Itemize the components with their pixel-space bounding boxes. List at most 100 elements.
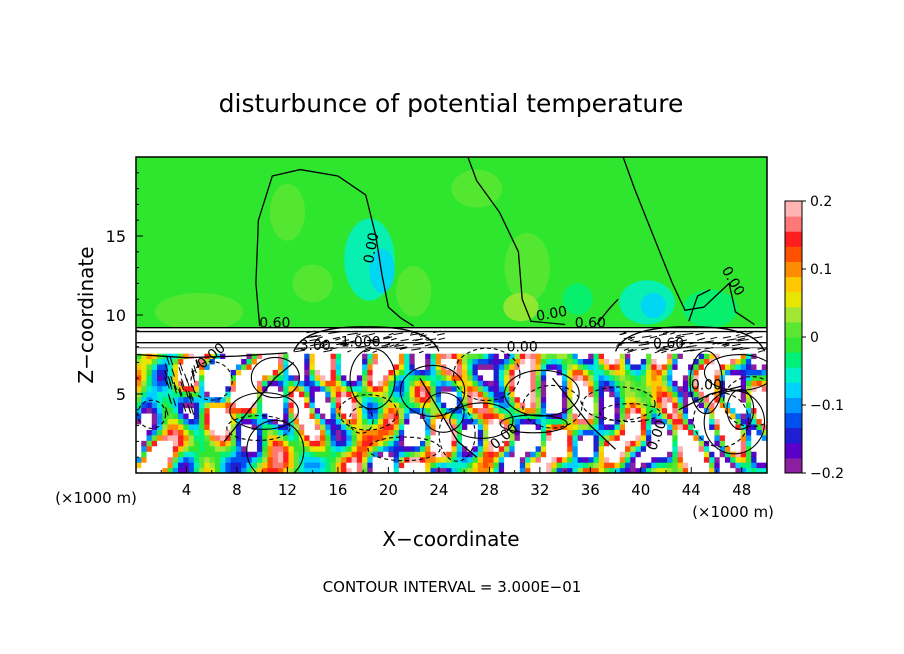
field-cell — [730, 358, 737, 365]
field-cell — [209, 380, 216, 387]
field-cell — [351, 451, 358, 458]
field-cell — [314, 467, 321, 473]
field-cell — [393, 374, 400, 381]
field-cell — [225, 445, 232, 452]
field-cell — [262, 451, 269, 458]
field-cell — [640, 358, 647, 365]
field-cell — [735, 440, 742, 447]
field-cell — [304, 456, 311, 463]
field-cell — [325, 385, 332, 392]
contour-label: 0.00 — [691, 377, 722, 393]
field-cell — [393, 363, 400, 370]
field-cell — [630, 451, 637, 458]
field-cell — [409, 380, 416, 387]
field-cell — [745, 456, 752, 463]
field-cell — [220, 385, 226, 392]
field-cell — [614, 358, 621, 365]
field-cell — [188, 434, 195, 441]
field-cell — [456, 352, 463, 359]
cluster-stroke — [641, 335, 652, 338]
field-cell — [661, 462, 668, 469]
field-cell — [346, 407, 353, 414]
field-cell — [225, 440, 232, 447]
field-cell — [588, 369, 595, 376]
field-cell — [719, 434, 726, 441]
field-cell — [146, 380, 153, 387]
field-cell — [593, 412, 600, 420]
field-cell — [372, 451, 379, 458]
field-cell — [530, 467, 537, 473]
field-cell — [383, 358, 389, 365]
field-cell — [598, 451, 605, 458]
cluster-stroke — [436, 333, 445, 336]
field-cell — [225, 358, 232, 365]
field-cell — [714, 456, 721, 463]
field-cell — [172, 412, 179, 420]
field-cell — [745, 402, 752, 409]
field-cell — [209, 374, 216, 381]
field-cell — [199, 440, 205, 447]
field-cell — [157, 374, 163, 381]
field-cell — [656, 396, 663, 403]
field-cell — [314, 423, 321, 430]
field-cell — [567, 467, 574, 473]
field-cell — [388, 391, 395, 398]
field-cell — [551, 380, 558, 387]
field-cell — [356, 456, 363, 463]
field-cell — [509, 423, 516, 430]
field-cell — [735, 369, 742, 376]
field-cell — [325, 380, 332, 387]
field-cell — [640, 456, 647, 463]
field-cell — [630, 374, 637, 381]
field-cell — [277, 456, 284, 463]
cluster-stroke — [685, 344, 697, 348]
field-cell — [535, 374, 542, 381]
field-cell — [572, 462, 579, 469]
colorbar-swatch — [785, 321, 802, 338]
field-cell — [351, 412, 358, 420]
field-cell — [204, 374, 211, 381]
field-cell — [661, 418, 668, 425]
field-cell — [246, 418, 253, 425]
field-cell — [551, 440, 558, 447]
field-cell — [299, 412, 305, 420]
field-cell — [504, 429, 510, 436]
field-cell — [225, 363, 232, 370]
field-cell — [577, 456, 584, 463]
field-cell — [551, 402, 558, 409]
field-cell — [393, 369, 400, 376]
field-cell — [440, 423, 447, 430]
field-cell — [167, 423, 174, 430]
field-cell — [356, 374, 363, 381]
field-cell — [472, 445, 479, 452]
cluster-stroke — [381, 344, 390, 347]
field-cell — [283, 423, 290, 430]
field-cell — [682, 391, 689, 398]
field-cell — [619, 429, 626, 436]
field-cell — [398, 418, 405, 425]
field-cell — [346, 380, 353, 387]
field-cell — [146, 429, 153, 436]
field-cell — [640, 451, 647, 458]
field-cell — [325, 467, 332, 473]
field-cell — [199, 462, 205, 469]
field-cell — [372, 467, 379, 473]
field-cell — [745, 352, 752, 359]
field-cell — [288, 434, 295, 441]
field-cell — [251, 396, 258, 403]
contour-line — [622, 157, 755, 326]
field-cell — [204, 358, 211, 365]
cluster-stroke — [356, 333, 361, 336]
field-cell — [157, 451, 163, 458]
field-cell — [540, 440, 547, 447]
field-cell — [188, 456, 195, 463]
field-cell — [157, 445, 163, 452]
field-cell — [761, 451, 767, 458]
cluster-stroke — [389, 344, 395, 347]
field-cell — [567, 385, 574, 392]
field-cell — [582, 352, 589, 359]
field-cell — [367, 385, 374, 392]
field-cell — [167, 456, 174, 463]
field-cell — [667, 418, 673, 425]
field-cell — [688, 363, 694, 370]
